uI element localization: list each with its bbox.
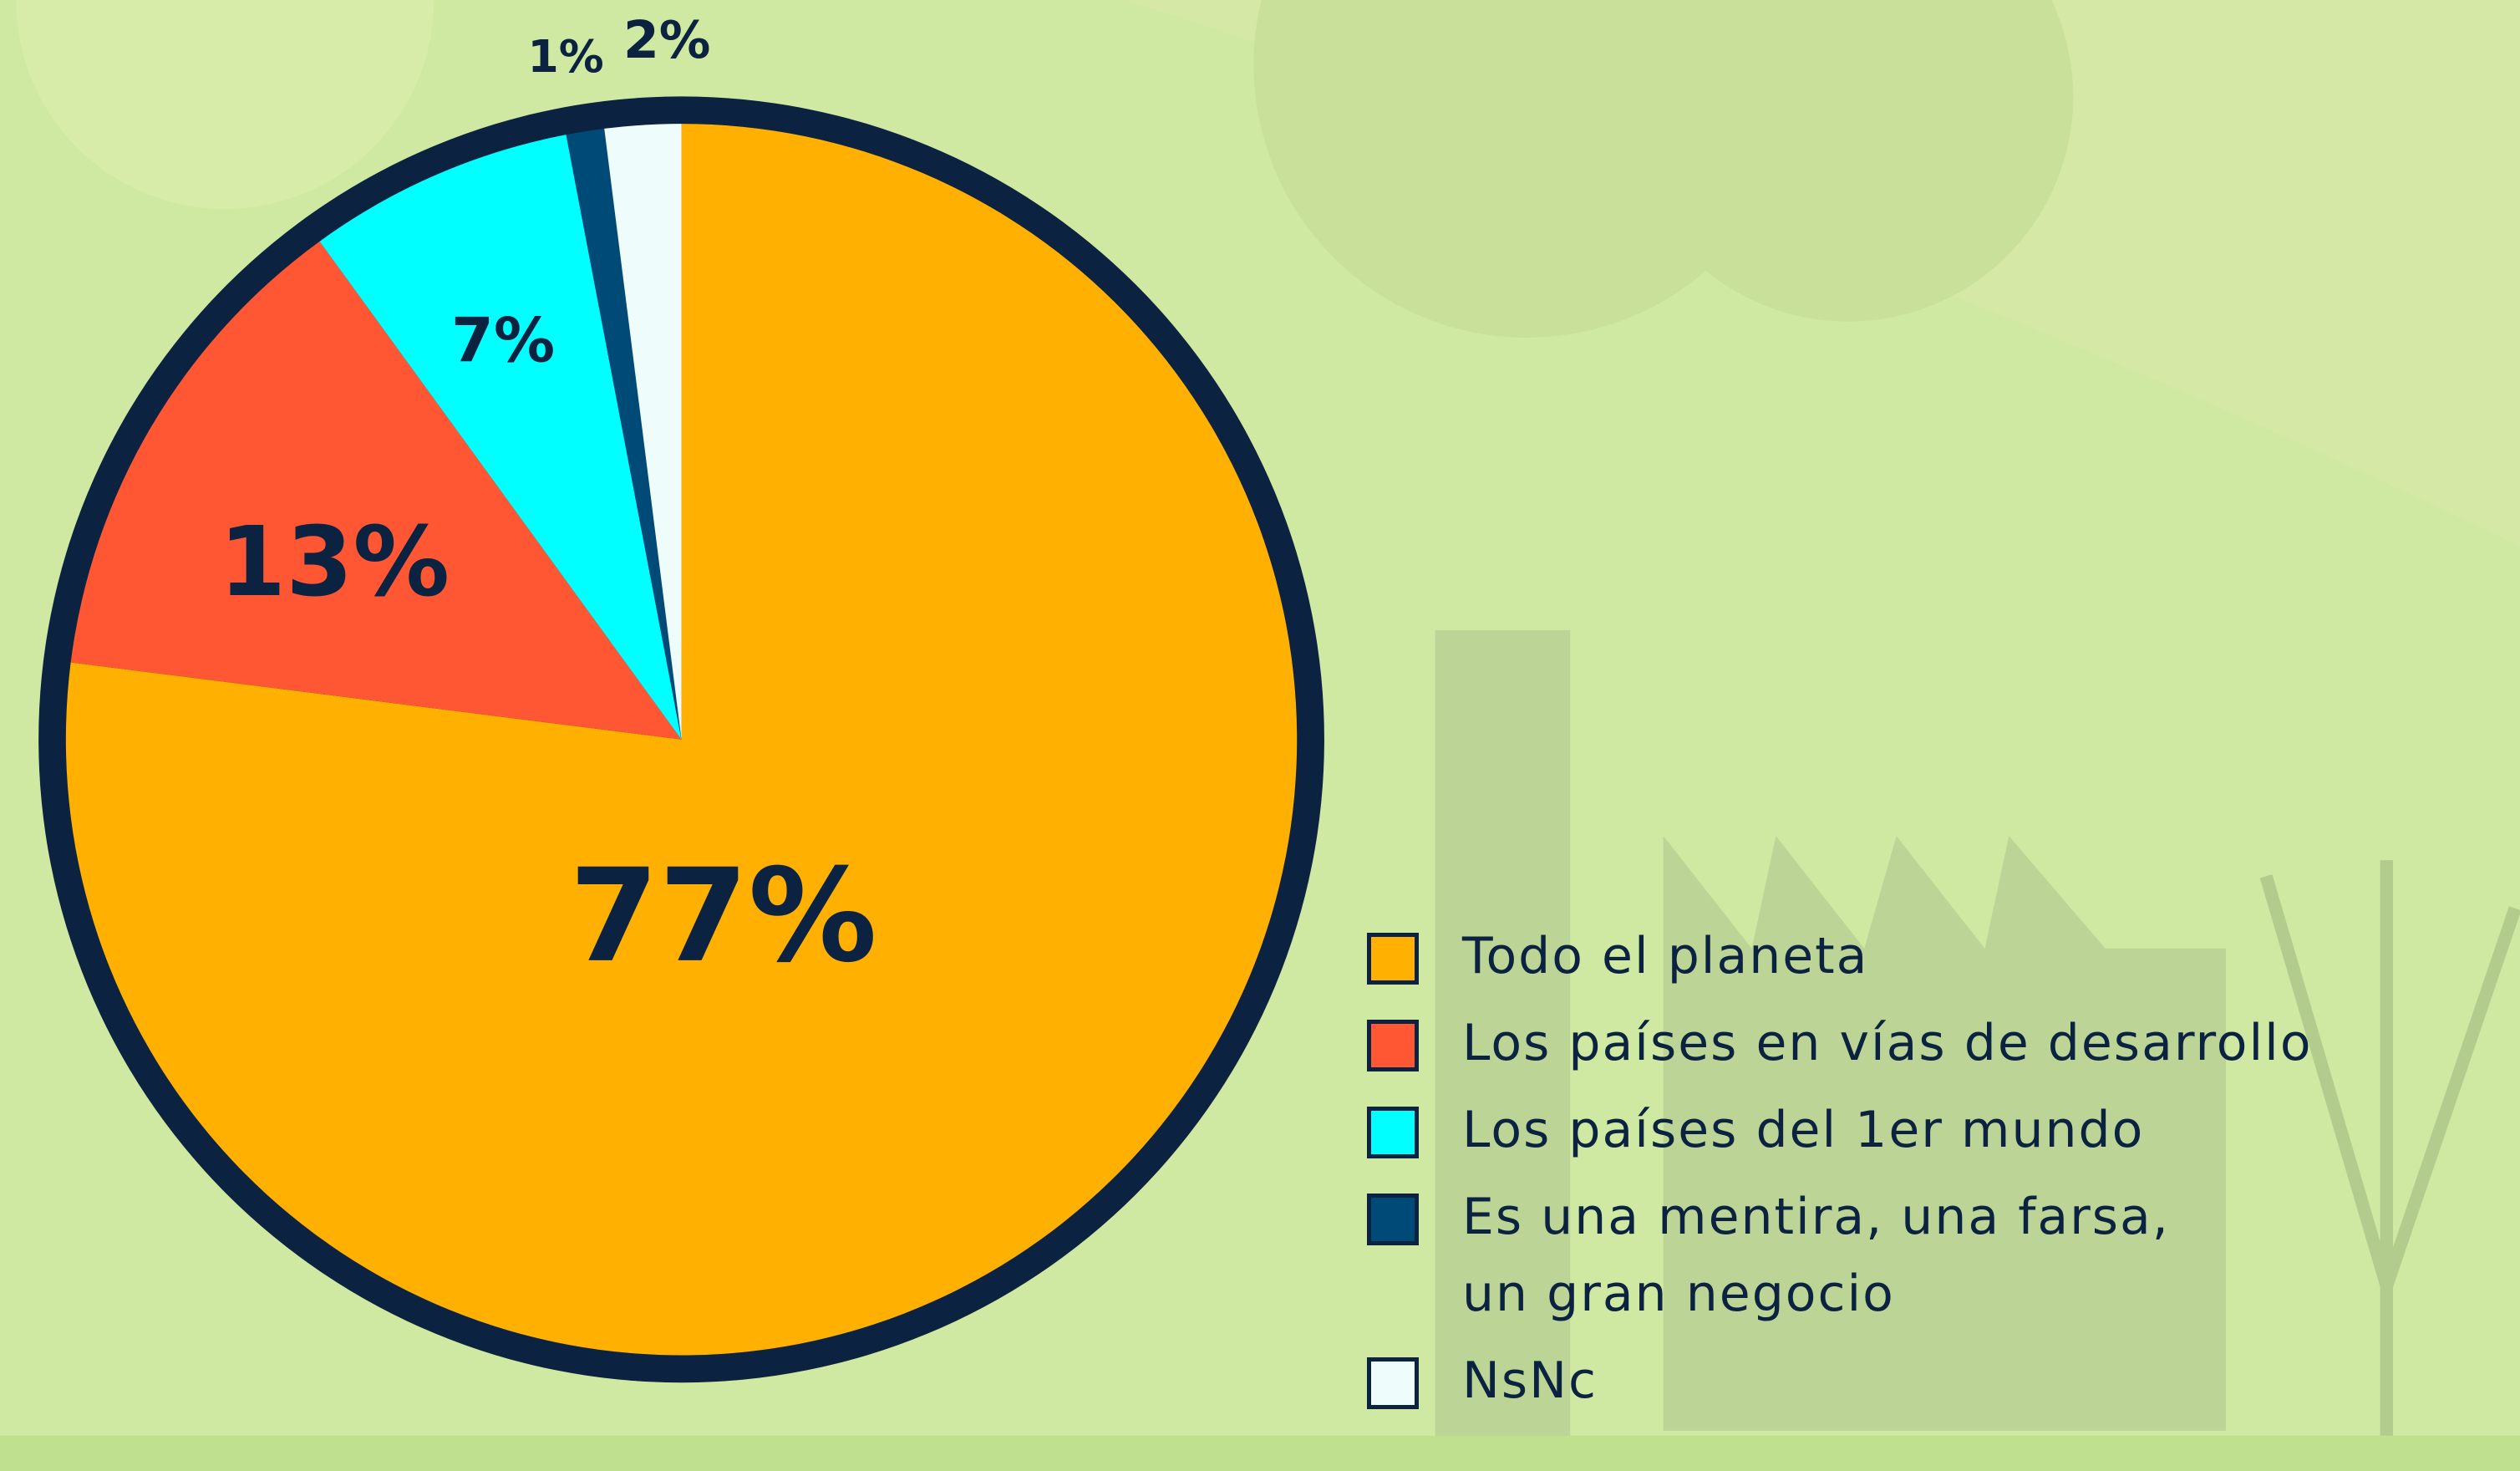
data-label: 1%: [527, 30, 603, 83]
legend-swatch: [1367, 1020, 1419, 1071]
data-label: 13%: [219, 506, 450, 618]
legend-item: Todo el planeta: [1367, 927, 2313, 995]
data-label: 2%: [623, 10, 711, 70]
legend-label: Es una mentira, una farsa, un gran negoc…: [1462, 1188, 2170, 1323]
legend-swatch: [1367, 1357, 1419, 1409]
legend: Todo el planeta Los países en vías de des…: [1367, 927, 2313, 1441]
data-label: 7%: [451, 305, 555, 376]
legend-item: Los países en vías de desarrollo: [1367, 1014, 2313, 1082]
legend-label: NsNc: [1462, 1351, 1598, 1410]
pie-slice: [70, 241, 682, 740]
legend-swatch: [1367, 1194, 1419, 1245]
pie: 77% 13% 7% 1% 2%: [65, 10, 1298, 1356]
legend-label: Los países del 1er mundo: [1462, 1101, 2145, 1159]
pie-slice: [65, 124, 1298, 1356]
pie-slice: [566, 128, 682, 740]
legend-swatch: [1367, 1107, 1419, 1158]
pie-slice: [319, 135, 682, 740]
legend-label: Todo el planeta: [1462, 927, 1869, 985]
legend-item: Los países del 1er mundo: [1367, 1101, 2313, 1168]
pie-slice: [604, 124, 682, 740]
legend-item: NsNc: [1367, 1351, 2313, 1419]
legend-swatch: [1367, 933, 1419, 985]
legend-item: Es una mentira, una farsa, un gran negoc…: [1367, 1188, 2313, 1332]
data-label: 77%: [569, 842, 876, 991]
legend-label: Los países en vías de desarrollo: [1462, 1014, 2313, 1072]
